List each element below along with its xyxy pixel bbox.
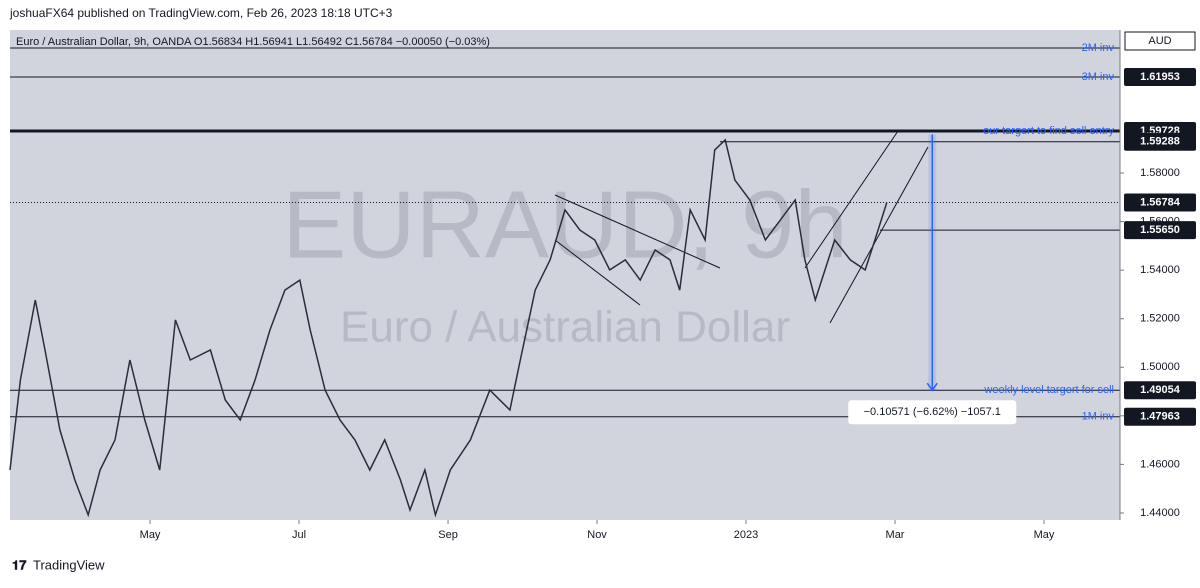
legend: Euro / Australian Dollar, 9h, OANDA O1.5…: [16, 36, 490, 48]
level-label: weekly level targert for sell: [983, 384, 1114, 396]
price-label: 1.59288: [1140, 136, 1180, 148]
price-label: 1.49054: [1140, 384, 1181, 396]
footer: TradingView: [33, 557, 105, 572]
trend-lines: [554, 130, 929, 324]
price-label: 1.47963: [1140, 411, 1180, 423]
x-tick-label: Nov: [587, 529, 607, 541]
price-box: [1124, 407, 1196, 426]
x-tick-label: May: [140, 529, 161, 541]
currency-box: [1124, 31, 1196, 51]
price-box: [1124, 68, 1196, 87]
y-tick-label: 1.52000: [1140, 313, 1180, 325]
trend-line: [804, 130, 899, 269]
measure-arrowhead: [926, 382, 938, 392]
price-box: [1124, 221, 1196, 240]
watermark: EURAUD, 9h: [282, 171, 848, 278]
level-label: 1M inv: [1082, 411, 1115, 423]
plot-area: [10, 30, 1120, 520]
level-label: 3M inv: [1082, 71, 1115, 83]
y-tick-label: 1.44000: [1140, 507, 1180, 519]
y-tick-label: 1.46000: [1140, 458, 1180, 470]
x-tick-label: Sep: [438, 529, 458, 541]
level-label: 2M inv: [1082, 42, 1115, 54]
y-tick-label: 1.54000: [1140, 264, 1180, 276]
price-label: 1.55650: [1140, 224, 1180, 236]
level-label: our targert to find sell entry: [983, 125, 1114, 137]
trend-line: [829, 146, 929, 324]
price-box: [1124, 132, 1196, 151]
price-label: 1.61953: [1140, 71, 1180, 83]
header: joshuaFX64 published on TradingView.com,…: [9, 6, 393, 20]
logo: 𝟏𝟕: [12, 557, 27, 572]
price-box: [1124, 193, 1196, 212]
y-tick-label: 1.58000: [1140, 167, 1180, 179]
measure-label: −0.10571 (−6.62%) −1057.1: [864, 406, 1001, 418]
measure-box: [848, 400, 1017, 425]
trend-line: [554, 194, 721, 269]
x-tick-label: 2023: [734, 529, 758, 541]
y-tick-label: 1.50000: [1140, 361, 1180, 373]
currency: AUD: [1148, 35, 1171, 47]
brand: 𝟏𝟕 TradingView: [12, 557, 105, 572]
x-tick-label: Mar: [886, 529, 905, 541]
x-tick-label: Jul: [292, 529, 306, 541]
trend-line: [554, 239, 641, 306]
price-box: [1124, 381, 1196, 400]
price-label: 1.56784: [1140, 196, 1181, 208]
watermark-subtitle: Euro / Australian Dollar: [340, 303, 790, 352]
x-tick-label: May: [1034, 529, 1055, 541]
price-line: [9, 138, 888, 518]
